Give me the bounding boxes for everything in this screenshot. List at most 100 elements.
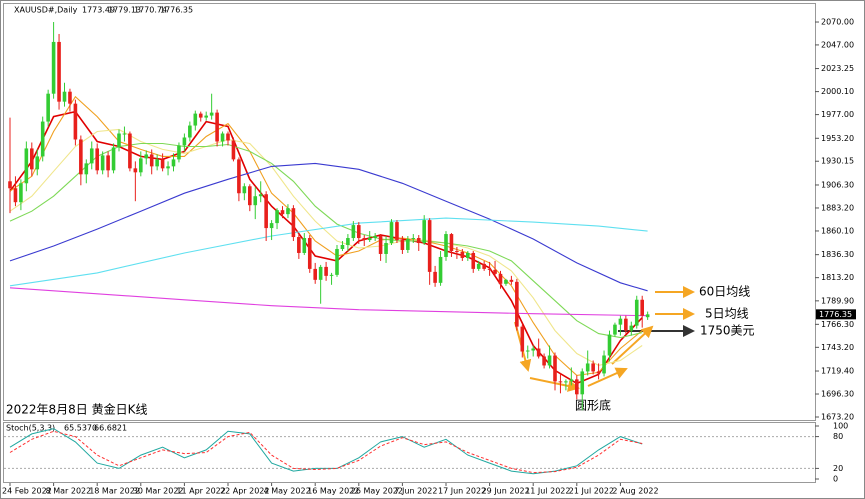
candle-body bbox=[35, 156, 40, 170]
candle-body bbox=[547, 355, 552, 366]
moving-average-line bbox=[9, 95, 643, 376]
y-tick-label: 1836.30 bbox=[821, 250, 854, 259]
candle-body bbox=[520, 326, 525, 352]
moving-average-line bbox=[9, 128, 643, 366]
candle-body bbox=[286, 208, 290, 215]
x-tick-label: 7 Jun 2022 bbox=[394, 487, 437, 496]
ohlc-low: 1770.74 bbox=[134, 6, 167, 15]
candle-body bbox=[460, 251, 465, 258]
candle-body bbox=[591, 363, 595, 372]
candle-body bbox=[177, 145, 181, 160]
candle-body bbox=[406, 239, 410, 250]
candle-body bbox=[73, 103, 78, 140]
x-tick-label: 4 May 2022 bbox=[264, 487, 311, 496]
candle-body bbox=[416, 238, 421, 244]
candle-body bbox=[536, 348, 541, 357]
y-tick-label: 1860.10 bbox=[821, 226, 854, 235]
candle-body bbox=[493, 269, 497, 274]
moving-average-line bbox=[9, 162, 648, 292]
candle-body bbox=[89, 148, 94, 164]
candle-body bbox=[95, 148, 99, 171]
candle-body bbox=[362, 238, 367, 241]
candle-body bbox=[384, 243, 388, 254]
annotation: 5日均线 bbox=[705, 307, 749, 321]
candle-body bbox=[84, 163, 89, 175]
y-tick-label: 1977.00 bbox=[821, 110, 854, 119]
candle-body bbox=[422, 220, 426, 244]
candle-body bbox=[613, 324, 617, 335]
candle-body bbox=[68, 91, 72, 104]
candle-body bbox=[122, 133, 127, 135]
candle-body bbox=[476, 263, 481, 269]
candle-body bbox=[46, 93, 50, 122]
candle-body bbox=[346, 238, 350, 246]
y-tick-label: 1696.30 bbox=[821, 390, 854, 399]
stoch-title: Stoch(5,3,3) bbox=[6, 424, 55, 433]
annotation: 60日均线 bbox=[699, 285, 750, 299]
candle-body bbox=[542, 356, 546, 366]
candle-body bbox=[645, 314, 650, 318]
candle-body bbox=[531, 348, 535, 351]
candle-body bbox=[318, 266, 323, 280]
moving-averages bbox=[9, 95, 648, 385]
y-tick-label: 0 bbox=[833, 475, 838, 484]
candle-body bbox=[117, 133, 121, 148]
candle-body bbox=[629, 325, 634, 331]
candle-body bbox=[553, 355, 557, 382]
candle-body bbox=[329, 274, 334, 276]
candle-body bbox=[411, 238, 416, 240]
x-tick-label: 24 Feb 2022 bbox=[2, 487, 52, 496]
x-tick-label: 2 Aug 2022 bbox=[612, 487, 658, 496]
candle-body bbox=[62, 91, 67, 102]
candle-body bbox=[291, 208, 296, 238]
candle-body bbox=[313, 268, 317, 280]
arrow bbox=[587, 367, 628, 387]
y-tick-label: 80 bbox=[833, 432, 843, 441]
y-tick-label: 20 bbox=[833, 464, 843, 473]
candle-body bbox=[166, 166, 170, 169]
candle-body bbox=[19, 183, 23, 203]
candle-body bbox=[324, 266, 328, 276]
candle-body bbox=[144, 154, 149, 159]
candle-body bbox=[193, 113, 198, 126]
candle-body bbox=[237, 159, 241, 194]
x-tick-label: 29 Jun 2022 bbox=[482, 487, 530, 496]
candle-body bbox=[253, 196, 258, 206]
x-tick-label: 16 May 2022 bbox=[307, 487, 359, 496]
candle-body bbox=[378, 236, 383, 254]
candle-body bbox=[248, 186, 252, 206]
stoch-line bbox=[9, 428, 643, 475]
ohlc-close: 1776.35 bbox=[160, 6, 193, 15]
candle-body bbox=[389, 222, 394, 244]
candle-body bbox=[51, 41, 56, 94]
candle-body bbox=[357, 225, 361, 239]
y-tick-label: 1813.20 bbox=[821, 273, 854, 282]
candle-body bbox=[220, 133, 225, 142]
candle-body bbox=[373, 236, 377, 239]
candle-body bbox=[624, 318, 628, 331]
x-tick-label: 26 May 2022 bbox=[351, 487, 403, 496]
candle-body bbox=[340, 245, 345, 249]
y-tick-label: 1930.15 bbox=[821, 157, 854, 166]
x-tick-label: 8 Mar 2022 bbox=[46, 487, 92, 496]
candle-body bbox=[275, 210, 279, 224]
annotations: 60日均线 5日均线 1750美元 圆形底 bbox=[514, 285, 755, 413]
candle-body bbox=[215, 112, 219, 142]
candle-body bbox=[482, 263, 486, 269]
y-tick-label: 2070.00 bbox=[821, 18, 854, 27]
candles bbox=[8, 22, 650, 411]
candle-body bbox=[297, 237, 301, 253]
symbol: XAUUSD#,Daily bbox=[14, 6, 78, 15]
y-tick-label: 1906.30 bbox=[821, 180, 854, 189]
candle-body bbox=[30, 148, 34, 170]
candle-body bbox=[100, 155, 105, 171]
candle-body bbox=[634, 299, 639, 326]
candle-body bbox=[139, 158, 143, 173]
stoch-main: 65.5370 bbox=[64, 424, 97, 433]
arrow bbox=[529, 377, 580, 392]
candle-body bbox=[487, 268, 492, 270]
caption: 2022年8月8日 黄金日K线 bbox=[6, 402, 148, 417]
moving-average-line bbox=[9, 110, 643, 385]
